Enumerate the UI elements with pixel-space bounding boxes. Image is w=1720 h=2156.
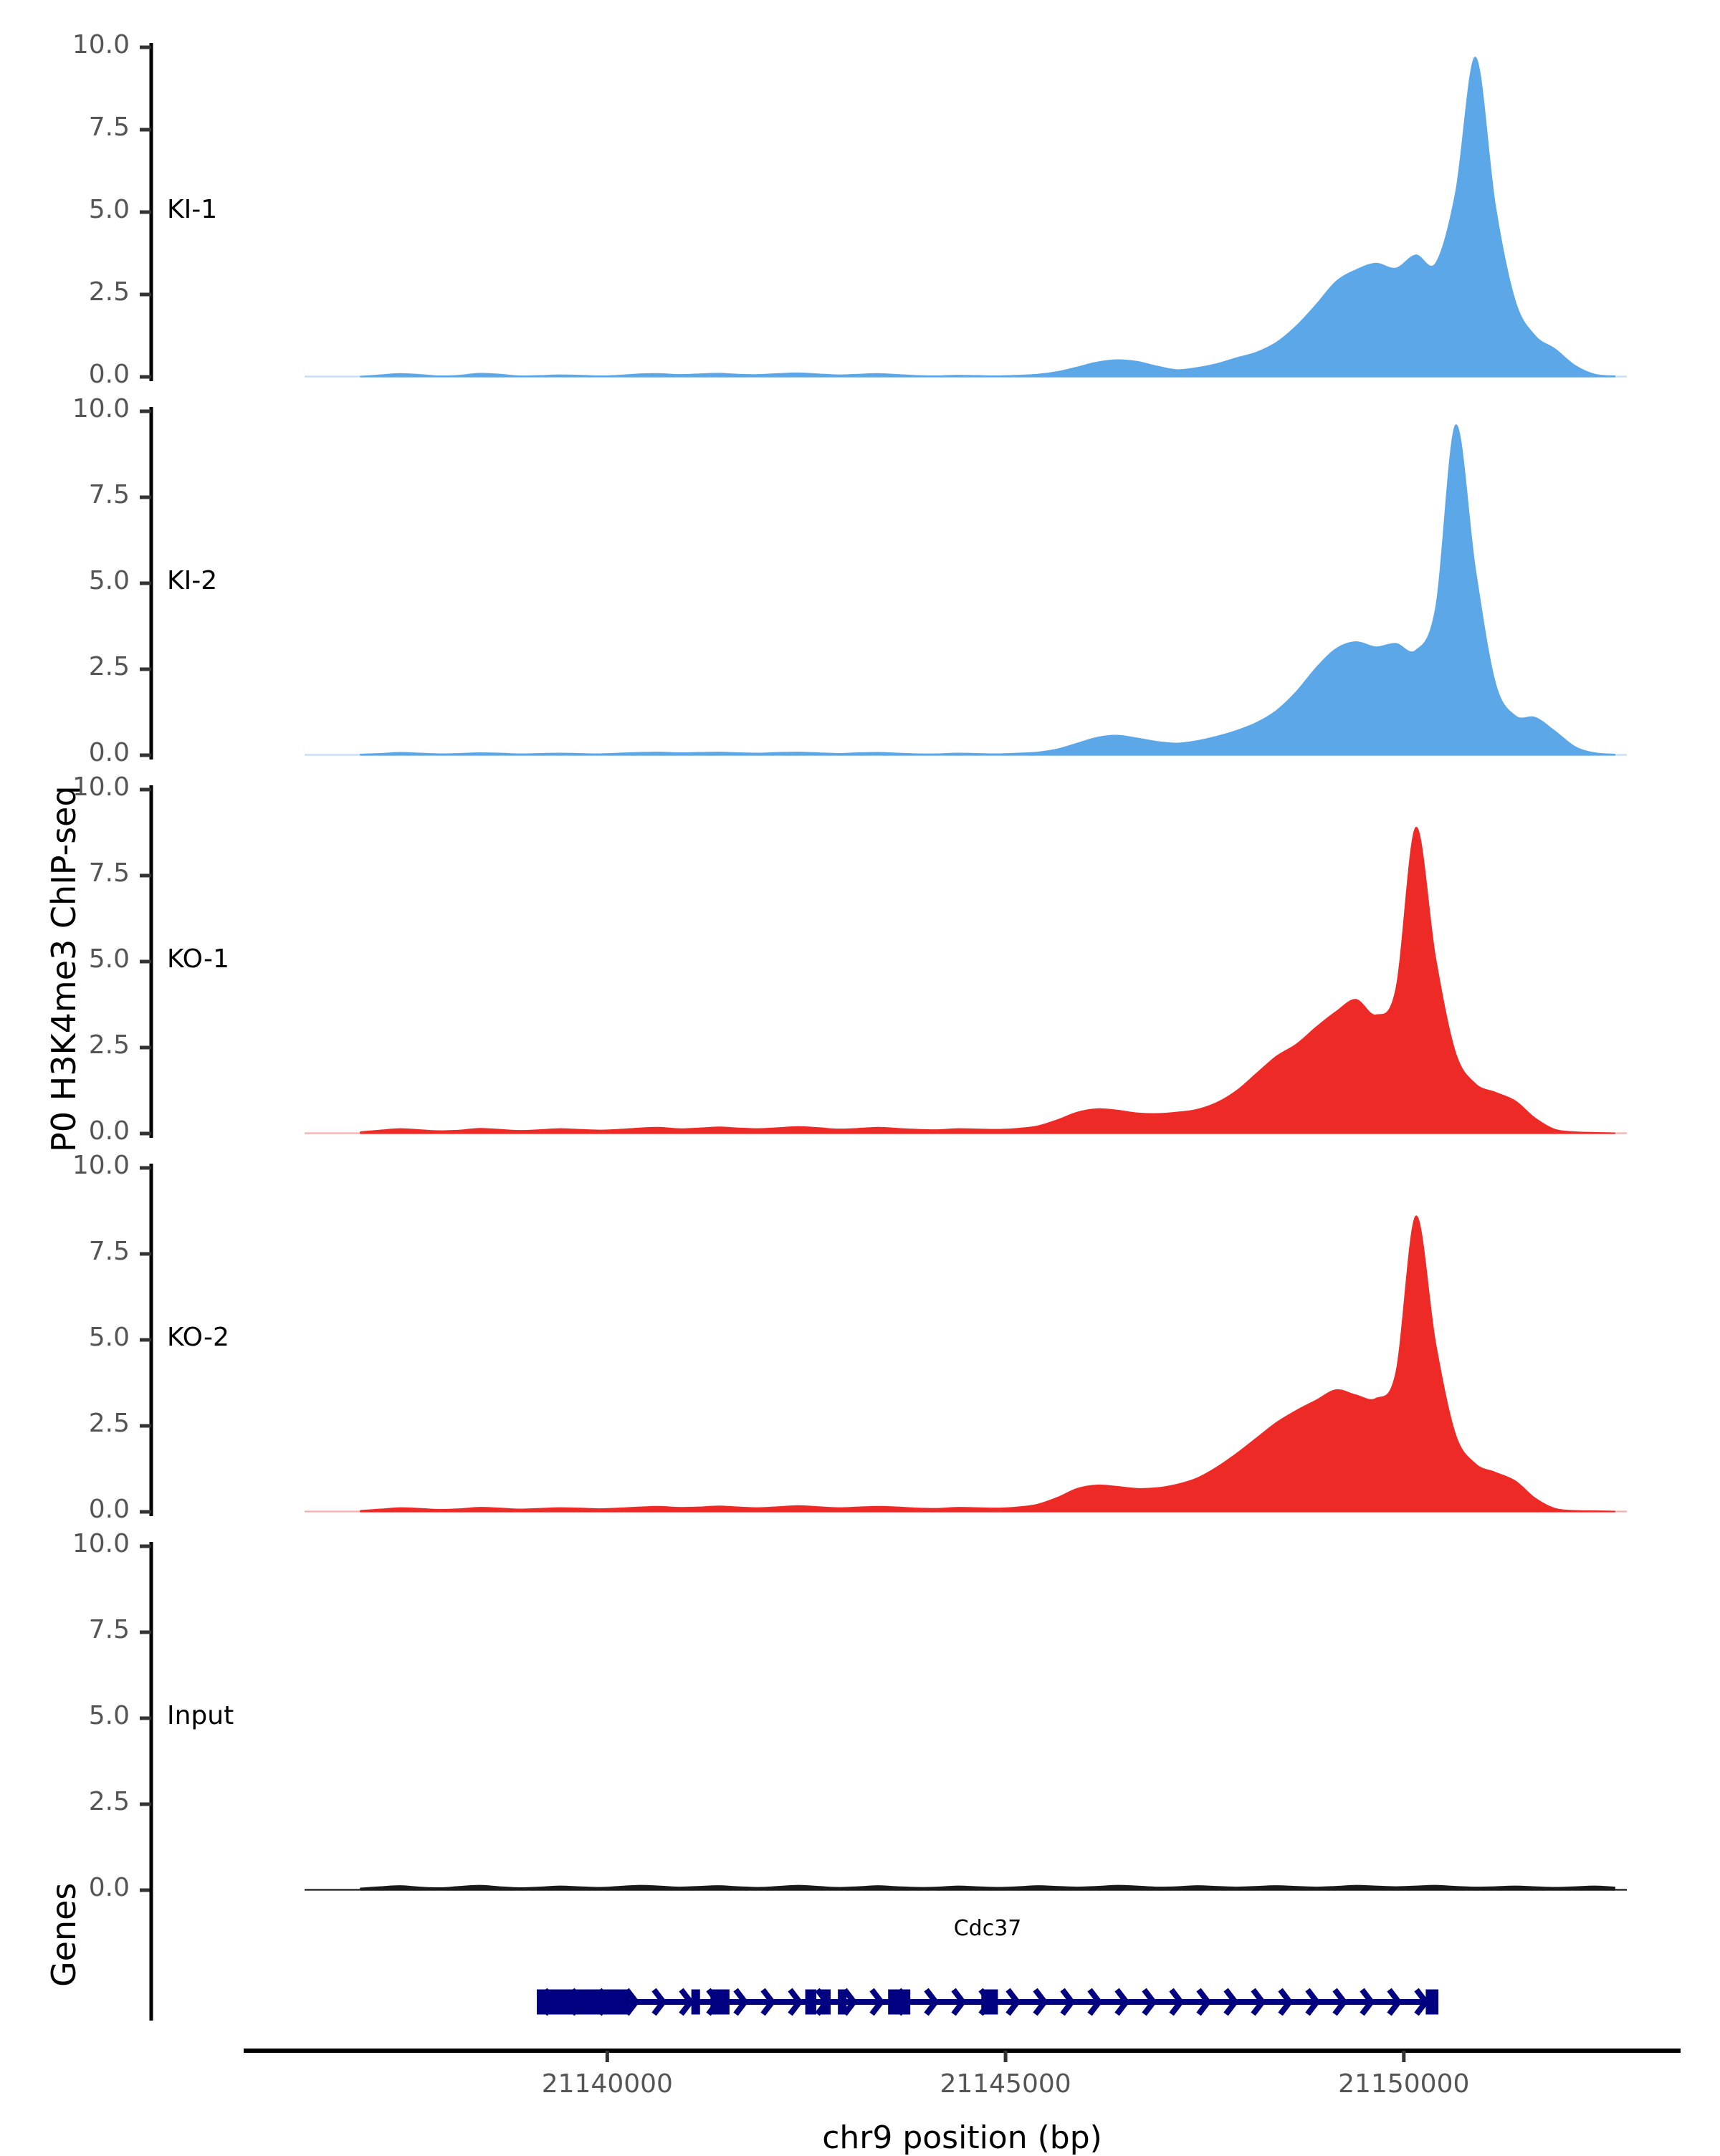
gene-exon <box>838 1989 847 2015</box>
gene-exon <box>710 1989 730 2015</box>
signal-track-input <box>305 1884 1627 1891</box>
gene-exon <box>1425 1989 1439 2015</box>
tracks-layer <box>305 57 1627 1891</box>
axis-layer <box>140 43 1681 2062</box>
gene-exon <box>981 1989 998 2015</box>
gene-model-cdc37[interactable] <box>537 1988 1439 2016</box>
gene-exon <box>805 1989 817 2015</box>
signal-track-ki-2 <box>305 424 1627 756</box>
signal-track-ko-1 <box>305 827 1627 1134</box>
signal-track-ko-2 <box>305 1215 1627 1513</box>
genes-layer <box>537 1988 1439 2016</box>
gene-exon <box>691 1989 700 2015</box>
gene-exon <box>537 1989 630 2015</box>
gene-exon <box>888 1989 911 2015</box>
gene-exon <box>820 1989 831 2015</box>
signal-track-ki-1 <box>305 57 1627 378</box>
